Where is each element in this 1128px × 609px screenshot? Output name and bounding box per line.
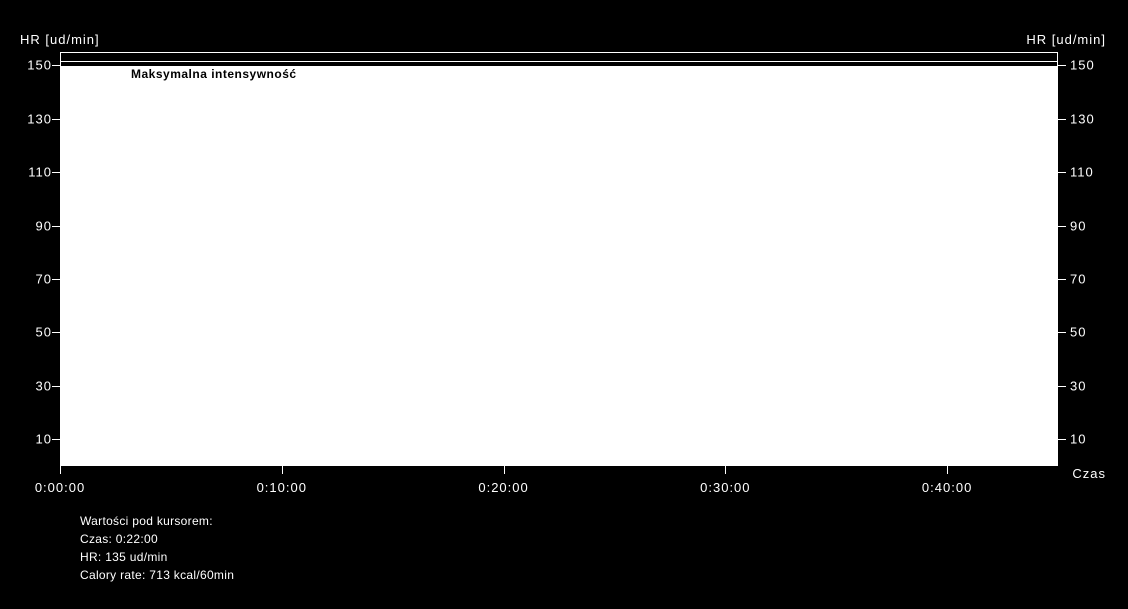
ytick-label-right: 70 [1070, 272, 1128, 287]
threshold-label: Maksymalna intensywność [131, 67, 297, 81]
xtick-label: 0:00:00 [35, 480, 85, 495]
cursor-heading: Wartości pod kursorem: [80, 512, 234, 530]
ytick-label-right: 50 [1070, 325, 1128, 340]
cursor-time: Czas: 0:22:00 [80, 530, 234, 548]
ytick-label-left: 90 [0, 218, 52, 233]
ytick-label-right: 30 [1070, 378, 1128, 393]
ytick-mark [1058, 226, 1066, 227]
y-axis-title-right: HR [ud/min] [1026, 32, 1106, 47]
ytick-mark [1058, 279, 1066, 280]
ytick-label-right: 90 [1070, 218, 1128, 233]
ytick-mark [1058, 332, 1066, 333]
ytick-label-left: 110 [0, 165, 52, 180]
ytick-label-right: 150 [1070, 58, 1128, 73]
threshold-line [61, 61, 1057, 62]
ytick-label-left: 50 [0, 325, 52, 340]
ytick-label-left: 70 [0, 272, 52, 287]
ytick-label-left: 30 [0, 378, 52, 393]
ytick-mark [1058, 119, 1066, 120]
x-axis-title: Czas [1072, 466, 1106, 481]
ytick-mark [52, 172, 60, 173]
ytick-label-right: 110 [1070, 165, 1128, 180]
xtick-mark [282, 466, 283, 474]
ytick-label-left: 10 [0, 432, 52, 447]
xtick-mark [60, 466, 61, 474]
xtick-mark [504, 466, 505, 474]
plot-area[interactable]: Maksymalna intensywność [60, 52, 1058, 466]
xtick-mark [725, 466, 726, 474]
ytick-label-right: 10 [1070, 432, 1128, 447]
ytick-mark [52, 279, 60, 280]
xtick-label: 0:30:00 [700, 480, 750, 495]
ytick-mark [52, 386, 60, 387]
xtick-mark [947, 466, 948, 474]
ytick-mark [52, 439, 60, 440]
ytick-mark [1058, 65, 1066, 66]
ytick-mark [52, 226, 60, 227]
ytick-mark [1058, 386, 1066, 387]
cursor-calory: Calory rate: 713 kcal/60min [80, 566, 234, 584]
ytick-mark [52, 65, 60, 66]
xtick-label: 0:40:00 [922, 480, 972, 495]
cursor-hr: HR: 135 ud/min [80, 548, 234, 566]
xtick-label: 0:20:00 [478, 480, 528, 495]
y-axis-title-left: HR [ud/min] [20, 32, 100, 47]
ytick-label-left: 150 [0, 58, 52, 73]
hr-fill-area [61, 66, 1057, 465]
ytick-mark [1058, 172, 1066, 173]
ytick-mark [52, 119, 60, 120]
hr-chart-panel: HR [ud/min] HR [ud/min] Czas Maksymalna … [0, 0, 1128, 609]
cursor-info-block: Wartości pod kursorem: Czas: 0:22:00 HR:… [80, 512, 234, 584]
ytick-label-right: 130 [1070, 111, 1128, 126]
ytick-mark [52, 332, 60, 333]
ytick-mark [1058, 439, 1066, 440]
xtick-label: 0:10:00 [257, 480, 307, 495]
ytick-label-left: 130 [0, 111, 52, 126]
